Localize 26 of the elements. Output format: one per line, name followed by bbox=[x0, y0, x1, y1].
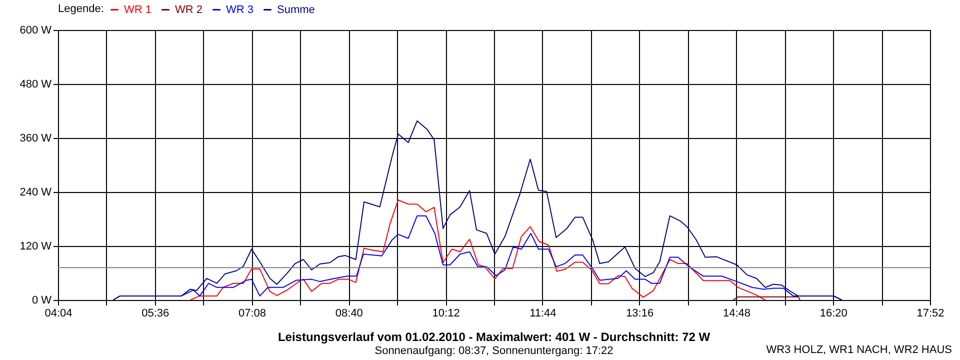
legend-label: WR 1 bbox=[124, 4, 152, 16]
x-tick-label: 13:16 bbox=[626, 308, 654, 320]
y-tick-label: 0 W bbox=[32, 294, 52, 306]
x-tick-label: 07:08 bbox=[238, 308, 266, 320]
y-tick-label: 120 W bbox=[20, 240, 52, 252]
y-tick-label: 240 W bbox=[20, 186, 52, 198]
legend-label: WR 3 bbox=[226, 4, 254, 16]
y-tick-label: 480 W bbox=[20, 78, 52, 90]
x-tick-label: 17:52 bbox=[916, 308, 944, 320]
text: Sonnenaufgang: 08:37, Sonnenuntergang: 17:22 bbox=[374, 345, 614, 357]
y-tick-label: 600 W bbox=[20, 24, 52, 36]
line-series bbox=[112, 120, 842, 300]
text: WR3 HOLZ, WR1 NACH, WR2 HAUS bbox=[766, 344, 952, 356]
x-tick-label: 14:48 bbox=[722, 308, 750, 320]
x-tick-label: 16:20 bbox=[820, 308, 848, 320]
y-tick-label: 360 W bbox=[20, 132, 52, 144]
x-tick-label: 11:44 bbox=[530, 308, 556, 320]
x-tick-label: 08:40 bbox=[335, 308, 363, 320]
x-tick-label: 04:04 bbox=[44, 308, 72, 320]
legend-title: Legende: bbox=[58, 3, 104, 15]
line-series bbox=[190, 200, 766, 300]
text: Leistungsverlauf vom 01.02.2010 - Maximalwert: 401 W - Durchschnitt: 72 W bbox=[278, 330, 711, 344]
legend-label: Summe bbox=[277, 4, 315, 16]
legend-label: WR 2 bbox=[175, 4, 202, 16]
x-tick-label: 10:12 bbox=[432, 308, 460, 320]
x-tick-label: 05:36 bbox=[142, 308, 170, 320]
